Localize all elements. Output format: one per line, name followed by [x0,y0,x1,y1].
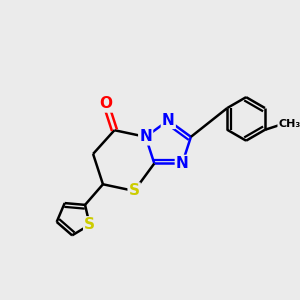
Text: N: N [162,113,175,128]
Text: N: N [176,156,189,171]
Text: S: S [129,183,140,198]
Text: N: N [139,129,152,144]
Text: O: O [99,97,112,112]
Text: S: S [84,217,95,232]
Text: CH₃: CH₃ [278,118,300,128]
